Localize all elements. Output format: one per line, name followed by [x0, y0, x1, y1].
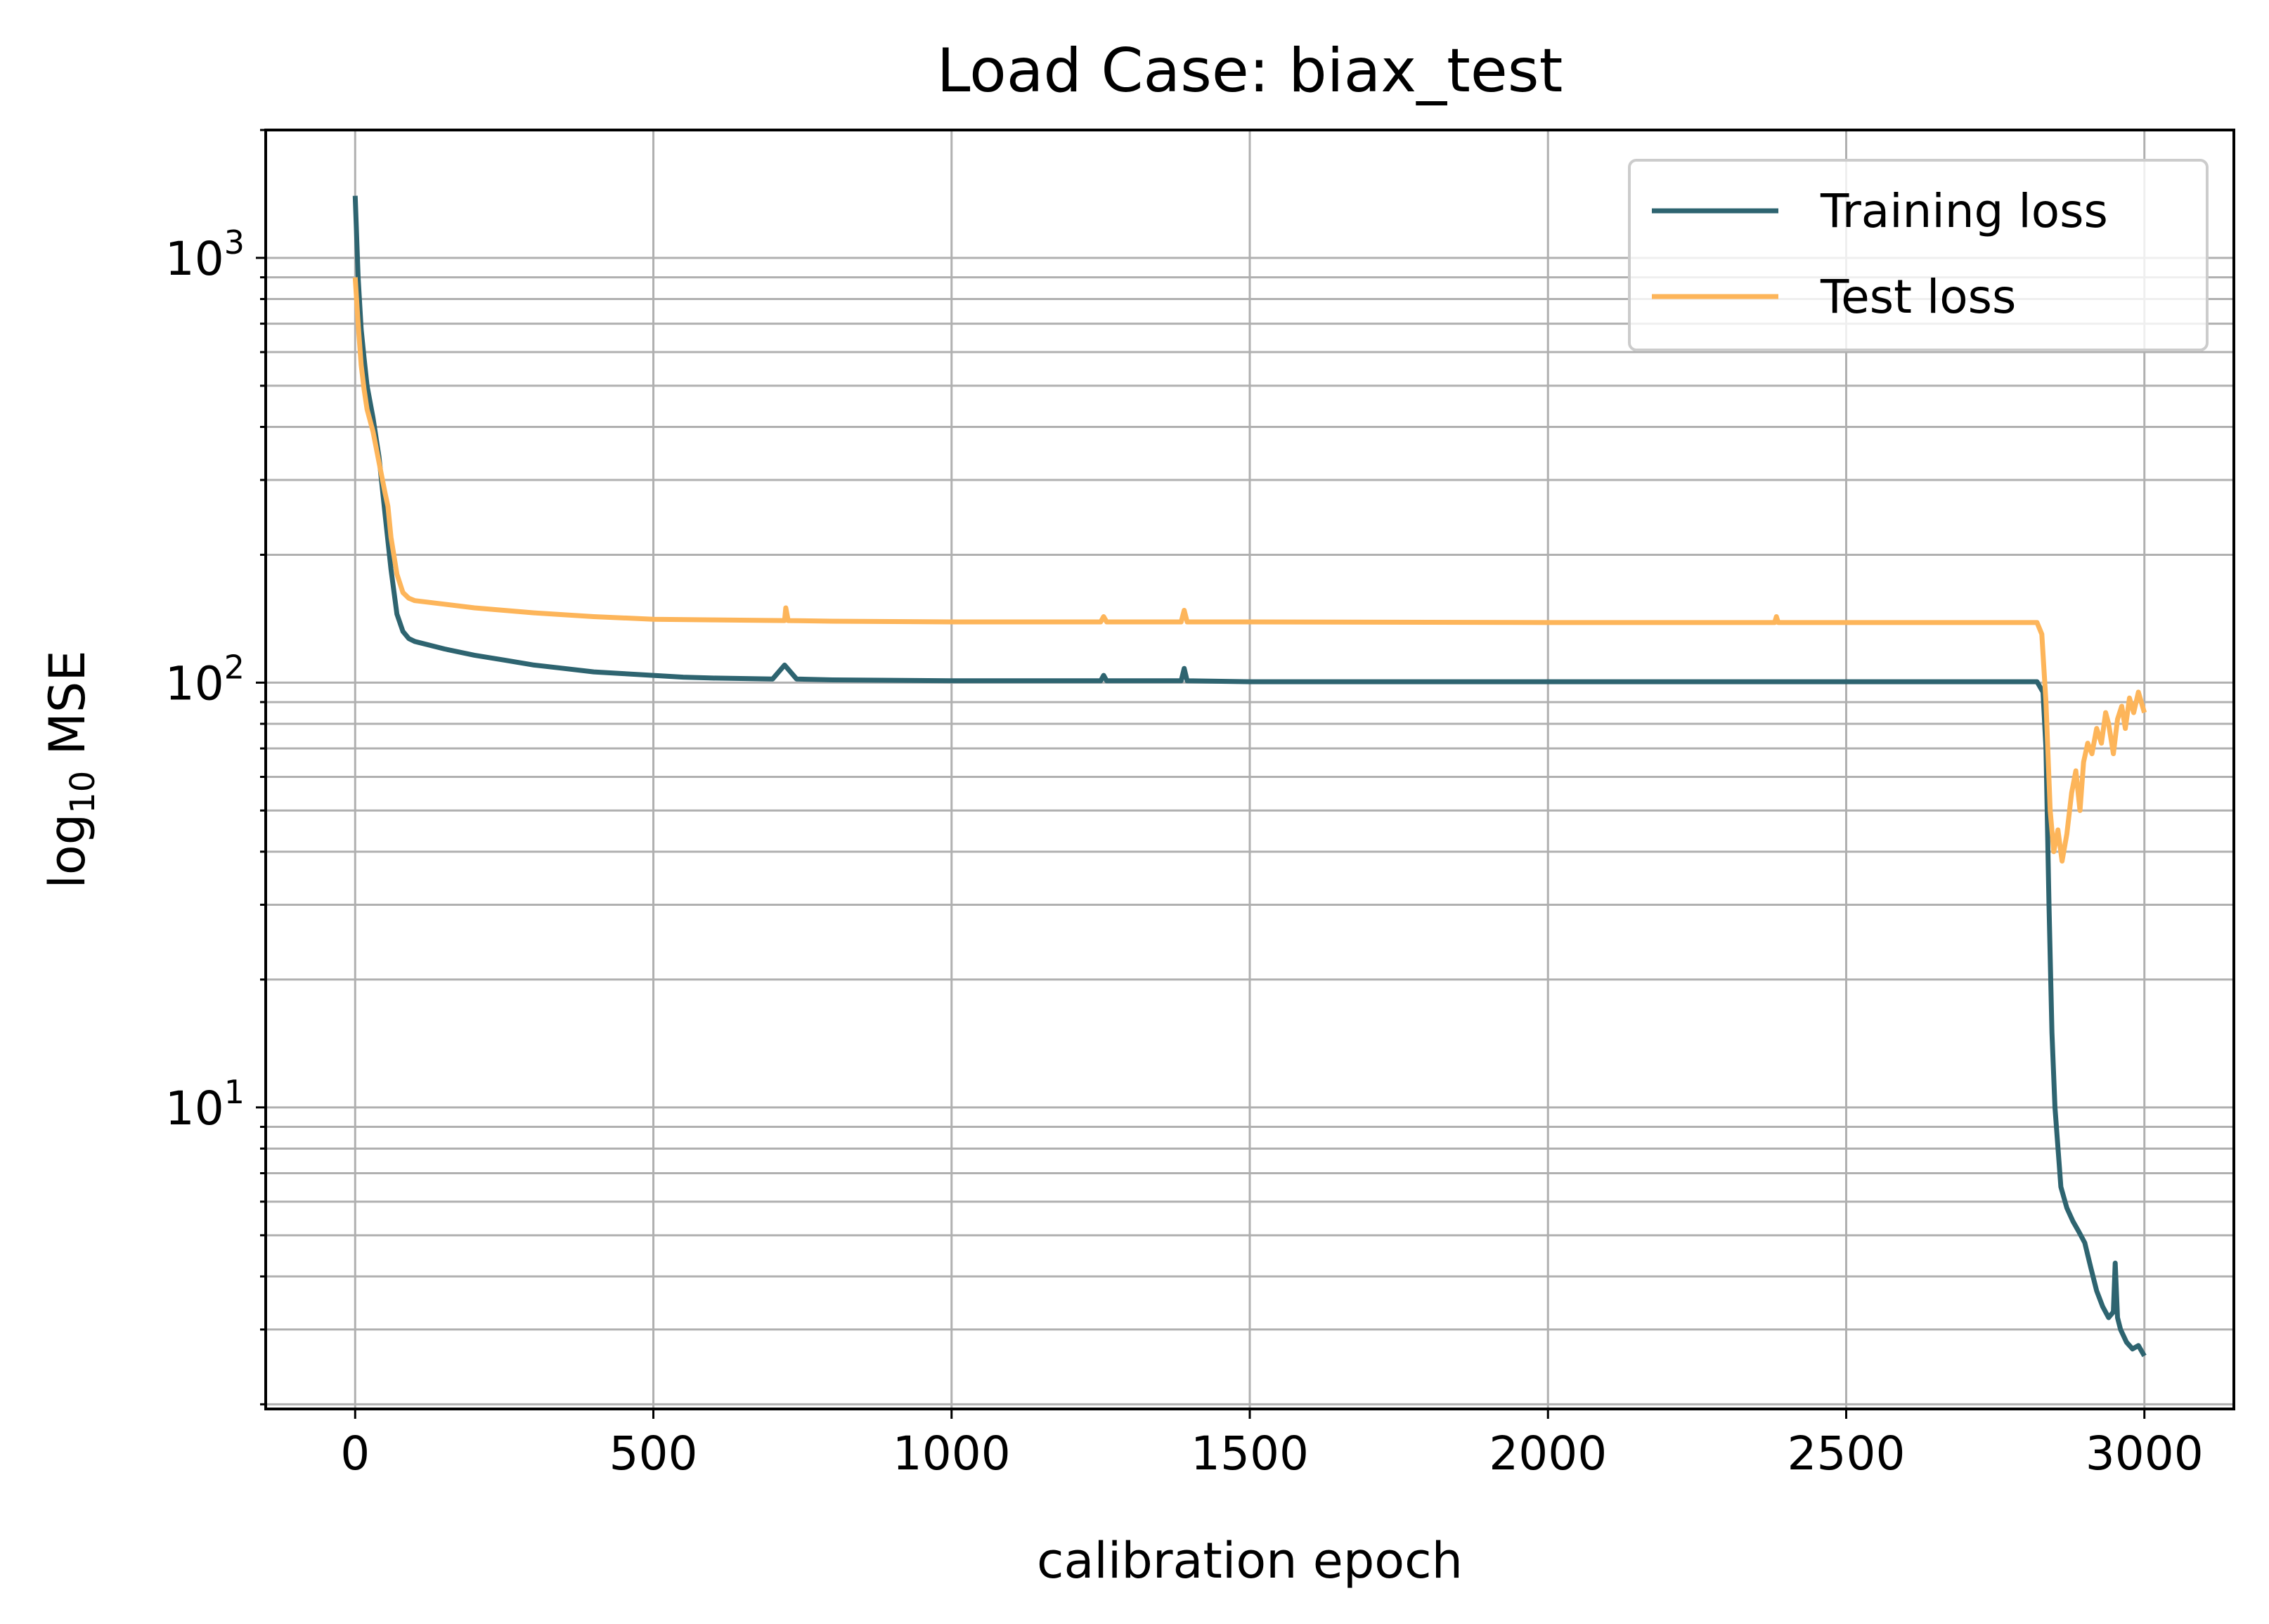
- y-tick-label: 103: [165, 223, 245, 286]
- y-axis-label: log10 MSE: [39, 650, 103, 888]
- y-tick-label: 102: [165, 648, 245, 710]
- legend-box: [1628, 159, 2209, 351]
- y-axis-label-subscript: 10: [63, 771, 103, 814]
- series-lines: [352, 195, 2147, 1358]
- series-line-training: [352, 195, 2147, 1358]
- y-tick-base: 10: [165, 656, 224, 710]
- chart-title: Load Case: biax_test: [937, 36, 1563, 106]
- y-tick-base: 10: [165, 1081, 224, 1136]
- y-tick-exponent: 2: [224, 648, 245, 686]
- legend-label: Test loss: [1820, 270, 2016, 324]
- x-tick-label: 3000: [2086, 1427, 2204, 1481]
- x-axis-label: calibration epoch: [1037, 1532, 1463, 1590]
- y-tick-exponent: 3: [224, 223, 245, 261]
- y-tick-label: 101: [165, 1073, 245, 1136]
- x-tick-label: 1500: [1191, 1427, 1309, 1481]
- legend-label: Training loss: [1820, 184, 2108, 238]
- legend: Training loss Test loss: [1628, 159, 2209, 351]
- y-axis-label-base: log: [39, 814, 96, 889]
- x-tick-label: 0: [340, 1427, 370, 1481]
- x-tick-label: 500: [609, 1427, 698, 1481]
- y-tick-exponent: 1: [224, 1073, 245, 1111]
- x-tick-label: 2500: [1788, 1427, 1906, 1481]
- x-tick-label: 2000: [1489, 1427, 1607, 1481]
- y-axis-label-suffix: MSE: [39, 650, 96, 770]
- y-tick-base: 10: [165, 232, 224, 286]
- x-tick-label: 1000: [893, 1427, 1011, 1481]
- series-line-test: [352, 277, 2147, 864]
